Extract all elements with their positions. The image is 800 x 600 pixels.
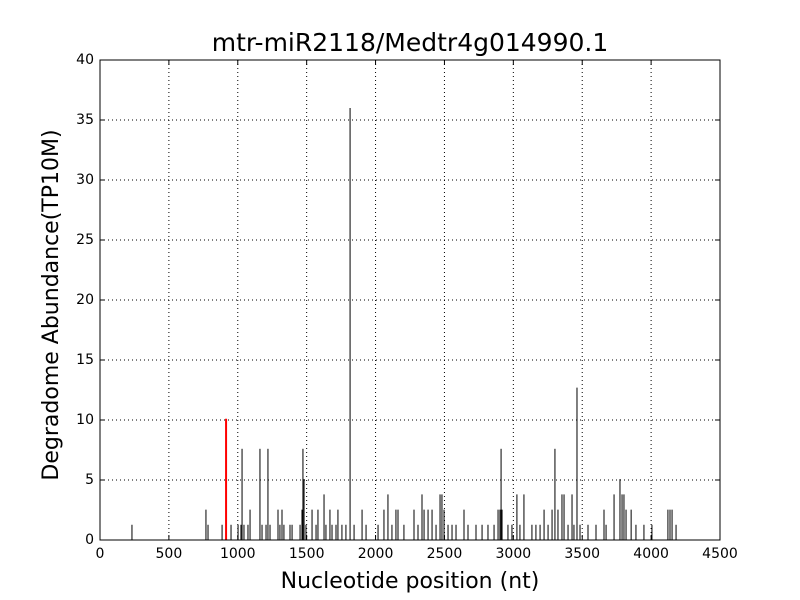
x-tick-label: 3000 (496, 546, 532, 562)
y-tick-label: 20 (76, 292, 94, 308)
x-axis-label: Nucleotide position (nt) (281, 569, 540, 594)
x-tick-label: 3500 (564, 546, 600, 562)
plot-frame (99, 59, 721, 541)
y-tick-label: 40 (76, 52, 94, 68)
x-tick-label: 4500 (702, 546, 738, 562)
x-tick-label: 1000 (220, 546, 256, 562)
x-tick-label: 0 (96, 546, 105, 562)
y-tick-label: 10 (76, 412, 94, 428)
x-tick-label: 4000 (633, 546, 669, 562)
x-tick-label: 1500 (289, 546, 325, 562)
y-tick-label: 25 (76, 232, 94, 248)
y-tick-label: 35 (76, 112, 94, 128)
y-tick-label: 15 (76, 352, 94, 368)
x-tick-label: 500 (156, 546, 183, 562)
y-tick-label: 0 (85, 532, 94, 548)
x-tick-label: 2500 (427, 546, 463, 562)
y-axis-label: Degradome Abundance(TP10M) (39, 129, 64, 480)
y-tick-label: 30 (76, 172, 94, 188)
y-tick-label: 5 (85, 472, 94, 488)
x-tick-label: 2000 (358, 546, 394, 562)
chart-title: mtr-miR2118/Medtr4g014990.1 (212, 28, 609, 57)
